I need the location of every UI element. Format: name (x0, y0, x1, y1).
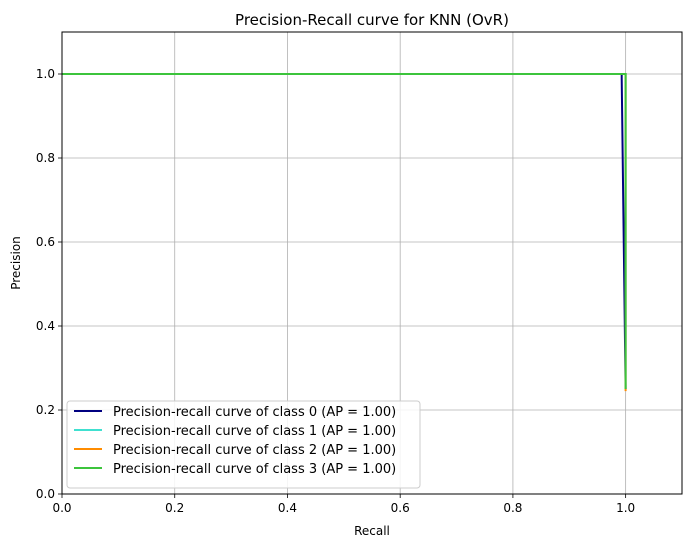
chart-title: Precision-Recall curve for KNN (OvR) (235, 11, 509, 29)
y-axis-label: Precision (9, 236, 23, 290)
plot-frame (61, 31, 683, 495)
y-tick-label: 0.8 (36, 151, 55, 165)
legend-box (66, 400, 421, 489)
y-tick-label: 0.6 (36, 235, 55, 249)
series-line-class-2 (62, 73, 627, 392)
legend-label: Precision-recall curve of class 2 (AP = … (113, 443, 396, 458)
legend-label: Precision-recall curve of class 3 (AP = … (113, 462, 396, 477)
series-line-class-0 (62, 73, 627, 390)
legend-label: Precision-recall curve of class 0 (AP = … (113, 405, 396, 420)
series-layer (62, 73, 627, 392)
y-tick-label: 0.2 (36, 403, 55, 417)
x-tick-label: 0.6 (391, 501, 410, 515)
y-tick-label: 1.0 (36, 67, 55, 81)
legend-label: Precision-recall curve of class 1 (AP = … (113, 424, 396, 439)
x-tick-label: 0.8 (503, 501, 522, 515)
x-tick-label: 0.4 (278, 501, 297, 515)
axis-ticks: 0.0 0.2 0.4 0.6 0.8 1.0 0.0 0.2 0.4 0.6 0.8 1.0 (36, 67, 635, 515)
series-line-class-1 (62, 73, 627, 389)
series-line-class-3 (62, 73, 627, 389)
y-tick-label: 0.0 (36, 487, 55, 501)
y-tick-label: 0.4 (36, 319, 55, 333)
x-tick-label: 1.0 (616, 501, 635, 515)
x-tick-label: 0.2 (165, 501, 184, 515)
x-tick-label: 0.0 (52, 501, 71, 515)
x-axis-label: Recall (354, 524, 390, 538)
legend: Precision-recall curve of class 0 (AP = … (66, 400, 421, 489)
